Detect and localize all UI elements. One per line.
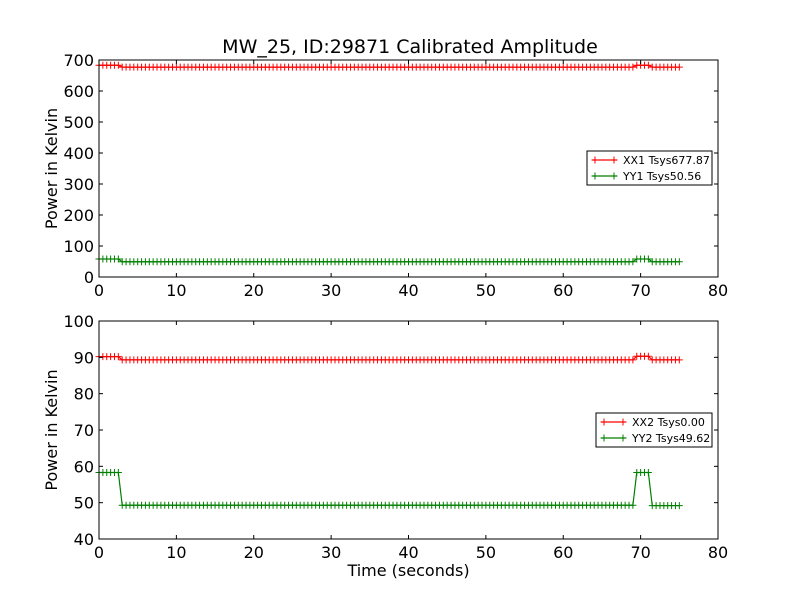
- y-tick-label: 600: [63, 82, 94, 101]
- legend-marker: [591, 172, 599, 180]
- data-point: [629, 501, 637, 509]
- top-y-axis-label: Power in Kelvin: [42, 108, 61, 229]
- y-tick-label: 0: [84, 268, 94, 287]
- bottom-subplot: 0 10 20 30 40 50 60 70 80 40 50 60 70 80 90 100 Power in…: [42, 312, 728, 580]
- y-tick-label: 300: [63, 175, 94, 194]
- legend-marker: [619, 418, 627, 426]
- y-tick-label: 80: [74, 385, 94, 404]
- y-tick-label: 40: [74, 530, 94, 549]
- chart-title: MW_25, ID:29871 Calibrated Amplitude: [222, 36, 598, 58]
- x-tick-label: 30: [321, 543, 341, 562]
- x-tick-label: 20: [244, 543, 264, 562]
- x-tick-label: 50: [476, 543, 496, 562]
- legend-marker: [610, 156, 618, 164]
- x-tick-label: 60: [553, 543, 573, 562]
- data-point: [675, 356, 683, 364]
- data-point: [629, 356, 637, 364]
- top-subplot: 0 10 20 30 40 50 60 70 80 0 100 200 300 400 500 600 700 P…: [42, 51, 728, 300]
- y-tick-label: 100: [63, 312, 94, 331]
- x-tick-label: 10: [166, 543, 186, 562]
- data-point: [629, 258, 637, 266]
- data-point: [644, 255, 652, 263]
- legend-marker: [610, 172, 618, 180]
- legend-label: XX2 Tsys0.00: [632, 416, 705, 429]
- x-tick-label: 0: [94, 281, 104, 300]
- top-series-markers-2: [95, 255, 683, 266]
- legend-marker: [619, 434, 627, 442]
- data-point: [644, 469, 652, 477]
- top-legend: XX1 Tsys677.87 YY1 Tsys50.56: [586, 150, 713, 186]
- x-tick-label: 40: [398, 281, 418, 300]
- legend-label: XX1 Tsys677.87: [623, 154, 710, 167]
- legend-label: YY1 Tsys50.56: [622, 170, 701, 183]
- x-tick-label: 20: [244, 281, 264, 300]
- bottom-x-axis-label: Time (seconds): [346, 561, 469, 580]
- data-point: [675, 502, 683, 510]
- y-tick-label: 200: [63, 206, 94, 225]
- data-point: [675, 63, 683, 71]
- legend-box: [595, 412, 713, 448]
- legend-marker: [600, 418, 608, 426]
- x-tick-label: 50: [476, 281, 496, 300]
- x-tick-label: 30: [321, 281, 341, 300]
- data-point: [114, 255, 122, 263]
- data-point: [644, 61, 652, 69]
- data-point: [644, 352, 652, 360]
- x-tick-label: 80: [708, 543, 728, 562]
- data-point: [114, 469, 122, 477]
- legend-label: YY2 Tsys49.62: [631, 432, 710, 445]
- legend-marker: [600, 434, 608, 442]
- data-point: [629, 63, 637, 71]
- y-tick-label: 500: [63, 113, 94, 132]
- bottom-series-markers-1: [95, 352, 683, 364]
- x-tick-label: 0: [94, 543, 104, 562]
- y-tick-label: 700: [63, 51, 94, 70]
- top-series-markers-1: [95, 61, 683, 71]
- y-tick-label: 70: [74, 421, 94, 440]
- y-tick-label: 60: [74, 457, 94, 476]
- x-tick-label: 70: [630, 543, 650, 562]
- y-tick-label: 90: [74, 348, 94, 367]
- y-tick-label: 100: [63, 237, 94, 256]
- x-tick-label: 80: [708, 281, 728, 300]
- x-tick-label: 40: [398, 543, 418, 562]
- bottom-y-axis-label: Power in Kelvin: [42, 369, 61, 490]
- legend-marker: [591, 156, 599, 164]
- data-point: [114, 353, 122, 361]
- data-point: [114, 61, 122, 69]
- bottom-legend: XX2 Tsys0.00 YY2 Tsys49.62: [595, 412, 713, 448]
- x-tick-label: 70: [630, 281, 650, 300]
- y-tick-label: 400: [63, 144, 94, 163]
- x-tick-label: 10: [166, 281, 186, 300]
- y-tick-label: 50: [74, 494, 94, 513]
- bottom-series-markers-2: [95, 469, 683, 510]
- x-tick-label: 60: [553, 281, 573, 300]
- data-point: [675, 258, 683, 266]
- legend-box: [586, 150, 713, 186]
